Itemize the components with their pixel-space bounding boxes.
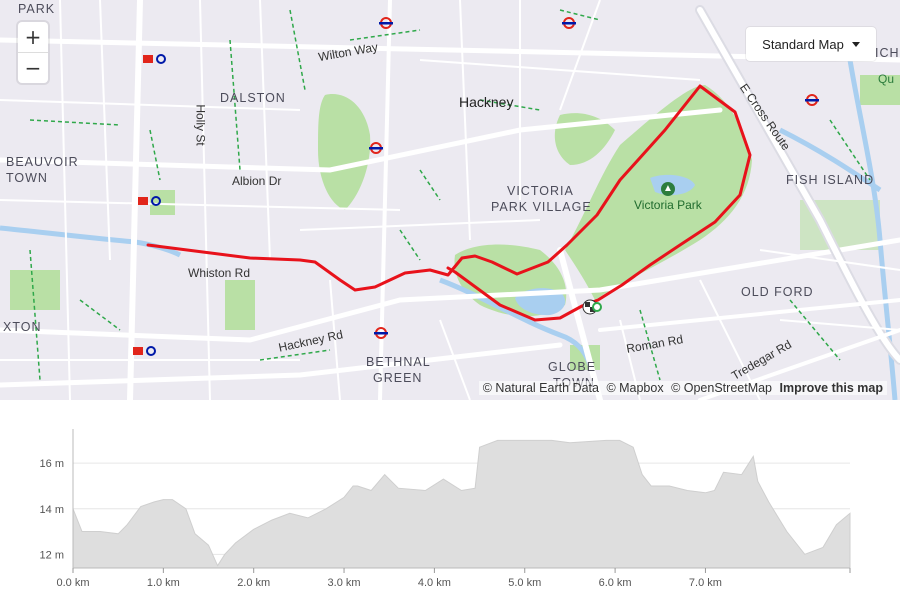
rail-overground-icon [143,54,166,64]
improve-map-link[interactable]: Improve this map [779,381,884,395]
bethnal-green-label-2: GREEN [373,371,423,385]
victoria-park-name: Victoria Park [634,198,702,212]
y-tick-label: 14 m [40,504,64,516]
old-ford-label: OLD FORD [741,285,814,299]
globe-town-label: GLOBE [548,360,597,374]
start-finish-marker[interactable] [582,299,602,315]
zoom-in-button[interactable]: + [24,25,42,49]
minor-roads [0,0,900,400]
x-axis-ticks: 0.0 km 1.0 km 2.0 km 3.0 km 4.0 km 5.0 km 6.0 … [56,568,851,589]
fish-island-label: FISH ISLAND [786,173,875,187]
y-tick-label: 12 m [40,549,64,561]
victoria-park-label: ▲ Victoria Park [634,182,702,212]
tree-icon: ▲ [660,182,675,196]
underground-icon [562,17,576,29]
zoom-out-button[interactable]: − [18,52,48,83]
underground-icon [374,327,388,339]
underground-icon [379,17,393,29]
de-beauvoir-label: BEAUVOIR [6,155,79,169]
mapbox-link[interactable]: © Mapbox [606,381,664,395]
x-tick-label: 3.0 km [328,577,361,589]
elevation-chart[interactable]: 12 m 14 m 16 m 0.0 km 1.0 km 2.0 km 3.0 km 4.0… [0,400,900,606]
y-axis-ticks: 12 m 14 m 16 m [40,458,64,561]
victoria-park-village-label-2: PARK VILLAGE [491,200,592,214]
elevation-area [72,439,851,569]
holly-st-label: Holly St [193,104,208,146]
x-tick-label: 4.0 km [418,577,451,589]
map-attribution: © Natural Earth Data © Mapbox © OpenStre… [478,381,887,395]
natural-earth-link[interactable]: © Natural Earth Data [482,381,599,395]
x-tick-label: 0.0 km [56,577,89,589]
x-tick-label: 5.0 km [508,577,541,589]
rail-overground-icon [138,196,161,206]
rail-overground-icon [133,346,156,356]
map-style-label: Standard Map [762,36,844,52]
hackney-label: Hackney [459,94,514,110]
x-tick-label: 7.0 km [689,577,722,589]
cycle-paths [29,9,871,381]
queen-elizabeth-park-label: Qu [878,72,895,86]
whiston-rd-label: Whiston Rd [188,266,251,280]
albion-dr-label: Albion Dr [232,174,282,188]
map-canvas[interactable] [0,0,900,400]
underground-icon [369,142,383,154]
x-tick-label: 2.0 km [237,577,270,589]
park-area-label: PARK [18,2,56,16]
x-tick-label: 6.0 km [599,577,632,589]
map-view[interactable]: PARK DALSTON Hackney Wilton Way Holly St… [0,0,900,400]
hoxton-label: XTON [3,320,42,334]
x-tick-label: 1.0 km [147,577,180,589]
dalston-label: DALSTON [220,91,286,105]
route-line [146,84,752,322]
zoom-control: + − [18,22,48,83]
y-tick-label: 16 m [40,458,64,470]
de-beauvoir-town-label: TOWN [6,171,48,185]
openstreetmap-link[interactable]: © OpenStreetMap [671,381,773,395]
bethnal-green-label: BETHNAL [366,355,431,369]
victoria-park-village-label: VICTORIA [507,184,574,198]
map-style-dropdown[interactable]: Standard Map [746,27,876,61]
hackney-wick-label: ICH [875,46,900,60]
transit-icons [133,17,819,356]
caret-down-icon [851,41,860,47]
underground-icon [805,94,819,106]
